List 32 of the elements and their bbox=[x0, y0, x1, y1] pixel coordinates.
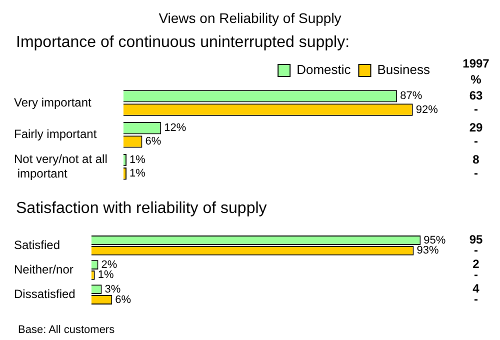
y-tick-label: Not very/not at all important bbox=[14, 152, 108, 180]
text: 8 bbox=[472, 152, 480, 166]
text: - bbox=[474, 102, 478, 116]
text: 29 bbox=[469, 120, 483, 134]
data-label: 2% bbox=[101, 258, 118, 271]
y-tick-label: Neither/nor bbox=[14, 262, 74, 276]
text: - bbox=[474, 134, 478, 148]
legend-label: Business bbox=[377, 62, 430, 78]
data-label: 1% bbox=[130, 154, 146, 166]
data-label: 93% bbox=[416, 244, 439, 257]
chart-title: Satisfaction with reliability of supply bbox=[16, 200, 267, 218]
chart-title: Views on Reliability of Supply bbox=[158, 10, 342, 26]
legend-label: Domestic bbox=[296, 62, 352, 78]
y-tick-label: Fairly important bbox=[14, 127, 98, 142]
data-label: 3% bbox=[104, 283, 121, 296]
text: 1997 bbox=[462, 56, 490, 70]
y-tick-label: Very important bbox=[14, 95, 92, 110]
chart-subtitle: Importance of continuous uninterrupted supply: bbox=[16, 34, 350, 52]
text: Base: All customers bbox=[18, 324, 115, 336]
data-label: 95% bbox=[424, 234, 446, 246]
text: - bbox=[474, 166, 478, 180]
data-label: 6% bbox=[145, 136, 162, 148]
y-tick-label: Dissatisfied bbox=[14, 286, 76, 301]
y-tick-label: Satisfied bbox=[14, 238, 60, 252]
data-label: 1% bbox=[98, 269, 114, 282]
data-label: 6% bbox=[115, 294, 132, 306]
data-label: 1% bbox=[130, 168, 146, 180]
data-label: 92% bbox=[416, 104, 438, 116]
text: 63 bbox=[469, 88, 483, 102]
data-label: 87% bbox=[400, 90, 422, 102]
text: % bbox=[470, 72, 482, 86]
data-label: 12% bbox=[164, 122, 186, 134]
